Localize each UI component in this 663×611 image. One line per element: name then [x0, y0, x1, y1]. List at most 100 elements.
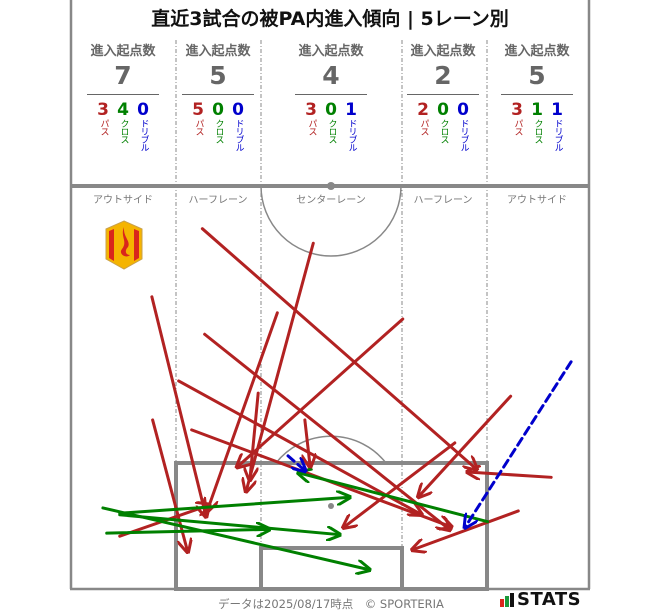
- dribble-label: ドリブル: [458, 119, 469, 151]
- stats-bars-icon: [500, 592, 514, 607]
- pass-arrow: [467, 472, 553, 477]
- lane-total: 7: [114, 61, 132, 90]
- divider: [501, 94, 573, 95]
- lane-total: 2: [434, 61, 452, 90]
- footer-note: データは2025/08/17時点 © SPORTERIA: [218, 597, 444, 611]
- lane-name: ハーフレーン: [188, 195, 248, 206]
- pass-count-value: 5: [192, 100, 204, 120]
- center-circle: [260, 185, 402, 257]
- cross-count: 1 クロス: [530, 101, 544, 151]
- pass-count: 3 パス: [304, 101, 318, 151]
- pass-arrow: [246, 241, 315, 492]
- dribble-arrow: [286, 454, 306, 471]
- goal-area: [259, 546, 404, 591]
- pass-arrow: [250, 391, 260, 480]
- divider: [295, 94, 367, 95]
- lane-name: アウトサイド: [507, 195, 567, 206]
- cross-count-value: 0: [437, 100, 449, 120]
- lane-count-label: 進入起点数: [90, 44, 156, 59]
- lane-summary: 進入起点数 4 3 パス 0 クロス 1 ドリブル: [286, 40, 376, 151]
- pass-count-value: 3: [97, 100, 109, 120]
- pass-arrow: [177, 379, 422, 515]
- pass-count-value: 3: [511, 100, 523, 120]
- dribble-count-value: 1: [551, 100, 563, 120]
- dribble-count: 1 ドリブル: [550, 101, 564, 151]
- lane-summary: 進入起点数 2 2 パス 0 クロス 0 ドリブル: [398, 40, 488, 151]
- cross-label: クロス: [118, 119, 129, 143]
- lane-total: 5: [528, 61, 546, 90]
- pass-arrow: [118, 505, 210, 538]
- lane-total: 5: [209, 61, 227, 90]
- arrows-layer: [101, 227, 573, 570]
- cross-label: クロス: [326, 119, 337, 143]
- cross-arrow: [118, 513, 340, 535]
- divider: [407, 94, 479, 95]
- cross-count: 0 クロス: [211, 101, 225, 151]
- dribble-label: ドリブル: [346, 119, 357, 151]
- cross-count-value: 1: [531, 100, 543, 120]
- pass-label: パス: [98, 119, 109, 135]
- cross-count: 0 クロス: [324, 101, 338, 151]
- penalty-spot: [328, 503, 334, 509]
- dribble-count: 0 ドリブル: [231, 101, 245, 151]
- cross-count-value: 0: [212, 100, 224, 120]
- cross-count-value: 0: [325, 100, 337, 120]
- cross-label: クロス: [213, 119, 224, 143]
- cross-arrow: [105, 529, 270, 533]
- pass-label: パス: [418, 119, 429, 135]
- dribble-count-value: 0: [137, 100, 149, 120]
- cross-count: 4 クロス: [116, 101, 130, 151]
- lane-count-label: 進入起点数: [410, 44, 476, 59]
- lane-count-label: 進入起点数: [504, 44, 570, 59]
- pass-count-value: 2: [417, 100, 429, 120]
- pass-arrow: [200, 227, 477, 470]
- dribble-count-value: 0: [232, 100, 244, 120]
- stats-logo: STATS: [500, 589, 581, 610]
- pass-label: パス: [306, 119, 317, 135]
- pass-arrow: [203, 332, 451, 530]
- lane-name: センターレーン: [296, 195, 366, 206]
- cross-label: クロス: [438, 119, 449, 143]
- pass-arrow: [237, 317, 405, 467]
- cross-arrow: [118, 497, 350, 515]
- pass-count: 3 パス: [96, 101, 110, 151]
- pass-label: パス: [512, 119, 523, 135]
- divider: [182, 94, 254, 95]
- dribble-count: 0 ドリブル: [456, 101, 470, 151]
- lane-total: 4: [322, 61, 340, 90]
- cross-count: 0 クロス: [436, 101, 450, 151]
- divider: [87, 94, 159, 95]
- dribble-label: ドリブル: [233, 119, 244, 151]
- dribble-count-value: 1: [345, 100, 357, 120]
- stats-brand: STATS: [517, 589, 582, 610]
- dribble-label: ドリブル: [552, 119, 563, 151]
- pass-arrow: [343, 441, 457, 528]
- pass-arrow: [207, 311, 279, 512]
- dribble-label: ドリブル: [138, 119, 149, 151]
- lane-name: ハーフレーン: [413, 195, 473, 206]
- lane-summary: 進入起点数 5 3 パス 1 クロス 1 ドリブル: [492, 40, 582, 151]
- dribble-arrow: [465, 360, 573, 528]
- cross-count-value: 4: [117, 100, 129, 120]
- center-spot: [327, 182, 335, 190]
- lane-summary: 進入起点数 7 3 パス 4 クロス 0 ドリブル: [78, 40, 168, 151]
- pass-count: 5 パス: [191, 101, 205, 151]
- pass-arrow: [150, 295, 206, 517]
- pass-count: 2 パス: [416, 101, 430, 151]
- pass-count: 3 パス: [510, 101, 524, 151]
- cross-arrow: [298, 473, 490, 524]
- dribble-count-value: 0: [457, 100, 469, 120]
- team-logo: [105, 220, 143, 270]
- dribble-count: 1 ドリブル: [344, 101, 358, 151]
- pass-label: パス: [193, 119, 204, 135]
- pass-count-value: 3: [305, 100, 317, 120]
- pass-arrow: [305, 418, 310, 467]
- lane-count-label: 進入起点数: [185, 44, 251, 59]
- page-title: 直近3試合の被PA内進入傾向 | 5レーン別: [151, 8, 509, 30]
- pass-arrow: [418, 394, 513, 497]
- lane-name: アウトサイド: [93, 195, 153, 206]
- cross-label: クロス: [532, 119, 543, 143]
- lane-summary: 進入起点数 5 5 パス 0 クロス 0 ドリブル: [173, 40, 263, 151]
